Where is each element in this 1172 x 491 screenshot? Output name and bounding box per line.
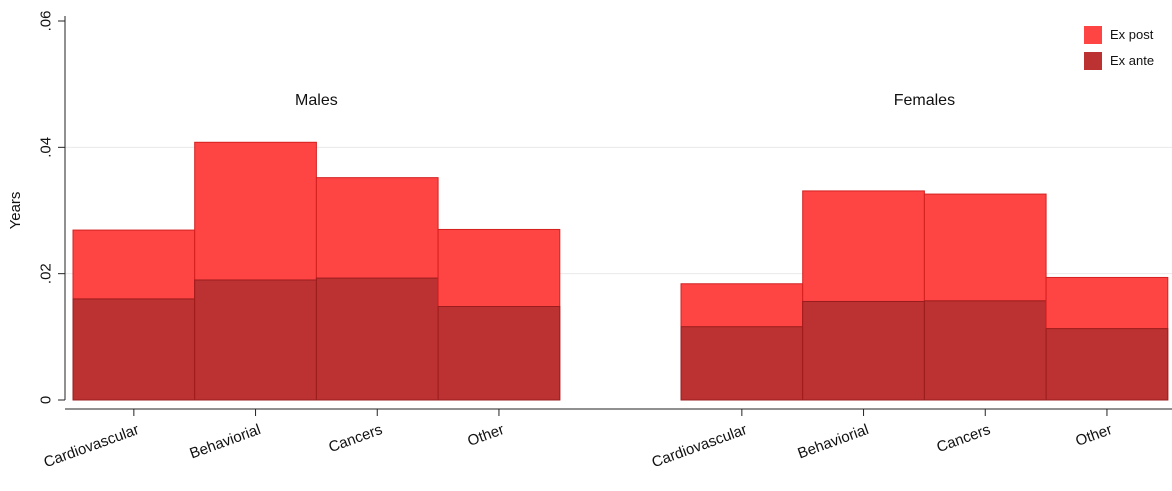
category-label: Other <box>1073 421 1114 450</box>
group-label: Females <box>894 92 955 109</box>
legend-swatch <box>1084 26 1102 44</box>
bar-ex-ante <box>72 298 196 401</box>
y-axis-title: Years <box>7 192 24 230</box>
bar-ex-ante <box>923 300 1047 401</box>
bar-ex-ante <box>437 306 561 401</box>
bar-ex-ante <box>315 277 439 401</box>
category-label: Cancers <box>326 421 384 456</box>
category-label: Cancers <box>934 421 992 456</box>
bar-ex-ante <box>194 279 317 401</box>
category-label: Cardiovascular <box>649 421 749 471</box>
category-label: Other <box>465 421 506 450</box>
y-tick-label: 0 <box>37 396 54 404</box>
y-tick-label: .02 <box>37 263 54 284</box>
bars <box>72 141 1169 401</box>
bar-ex-ante <box>1045 328 1169 401</box>
legend: Ex post Ex ante <box>1084 26 1154 70</box>
category-label: Behaviorial <box>187 421 263 462</box>
bar-ex-ante <box>680 326 804 401</box>
bar-ex-ante <box>802 300 925 401</box>
legend-label: Ex ante <box>1110 53 1154 68</box>
y-tick-label: .04 <box>37 137 54 158</box>
legend-swatch <box>1084 52 1102 70</box>
y-tick-label: .06 <box>37 11 54 32</box>
legend-label: Ex post <box>1110 27 1154 42</box>
category-label: Behaviorial <box>795 421 871 462</box>
group-label: Males <box>295 92 338 109</box>
axes: 0 .02 .04 .06 Years <box>7 11 1172 416</box>
category-label: Cardiovascular <box>41 421 141 471</box>
